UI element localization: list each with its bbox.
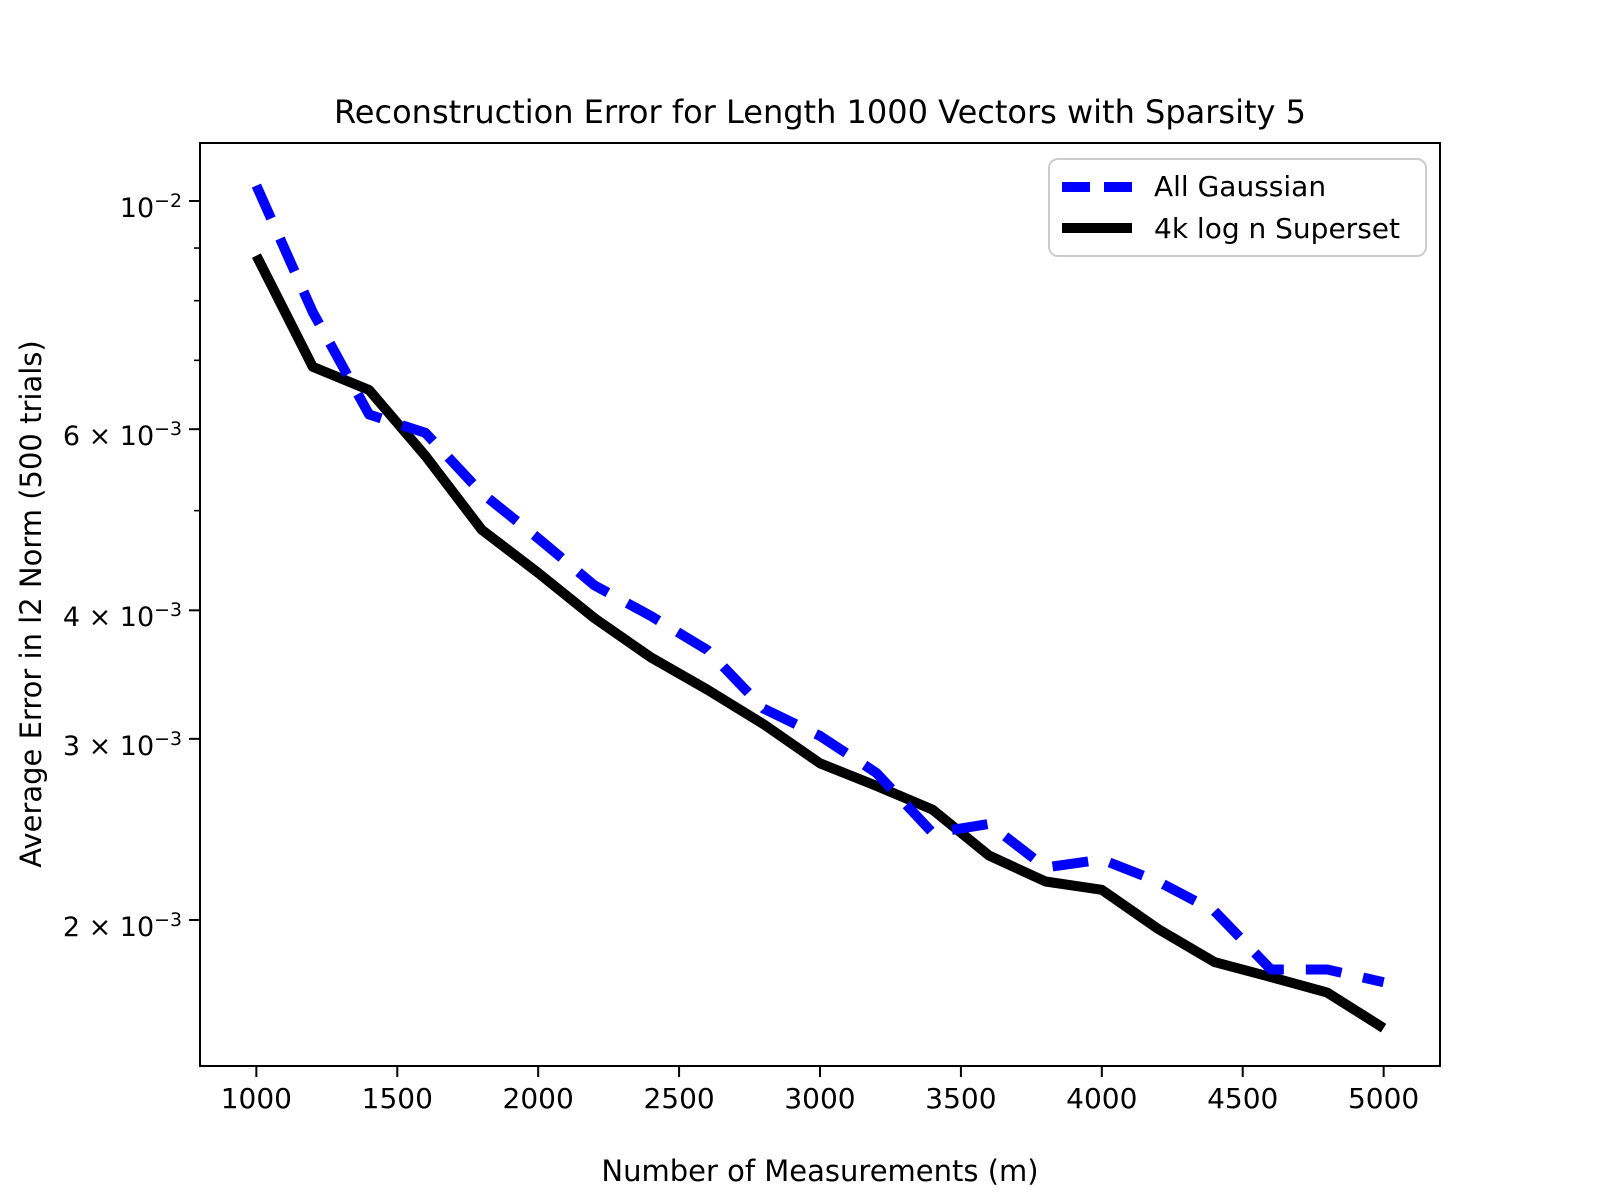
- x-axis-label: Number of Measurements (m): [601, 1154, 1039, 1188]
- x-tick-label: 3500: [925, 1082, 997, 1115]
- x-tick-label: 5000: [1347, 1082, 1420, 1115]
- legend-label: 4k log n Superset: [1154, 211, 1400, 245]
- legend-line-sample-dashed: [1062, 181, 1132, 192]
- legend-line-sample-solid: [1062, 223, 1132, 234]
- x-tick-label: 4000: [1066, 1082, 1138, 1115]
- series-line-4k-log-n-superset: [251, 253, 1387, 1033]
- chart-title: Reconstruction Error for Length 1000 Vec…: [334, 93, 1306, 131]
- legend-row-4k-log-n-superset: 4k log n Superset: [1062, 212, 1413, 245]
- x-tick-label: 4500: [1207, 1082, 1279, 1115]
- legend: All Gaussian 4k log n Superset: [1048, 158, 1427, 257]
- legend-row-all-gaussian: All Gaussian: [1062, 170, 1413, 203]
- legend-label: All Gaussian: [1154, 170, 1327, 204]
- x-tick-label: 2000: [502, 1082, 574, 1115]
- x-tick-label: 3000: [784, 1082, 856, 1115]
- series-line-all-gaussian: [251, 183, 1385, 988]
- y-tick-label: 3 × 10−3: [62, 727, 182, 762]
- x-tick-label: 2500: [643, 1082, 715, 1115]
- x-tick-label: 1000: [220, 1082, 292, 1115]
- y-tick-label: 10−2: [119, 189, 182, 224]
- y-tick-label: 2 × 10−3: [62, 908, 182, 943]
- x-tick-label: 1500: [361, 1082, 433, 1115]
- y-tick-label: 4 × 10−3: [62, 599, 182, 634]
- axes-frame: [199, 142, 1441, 1067]
- y-tick-label: 6 × 10−3: [62, 418, 182, 453]
